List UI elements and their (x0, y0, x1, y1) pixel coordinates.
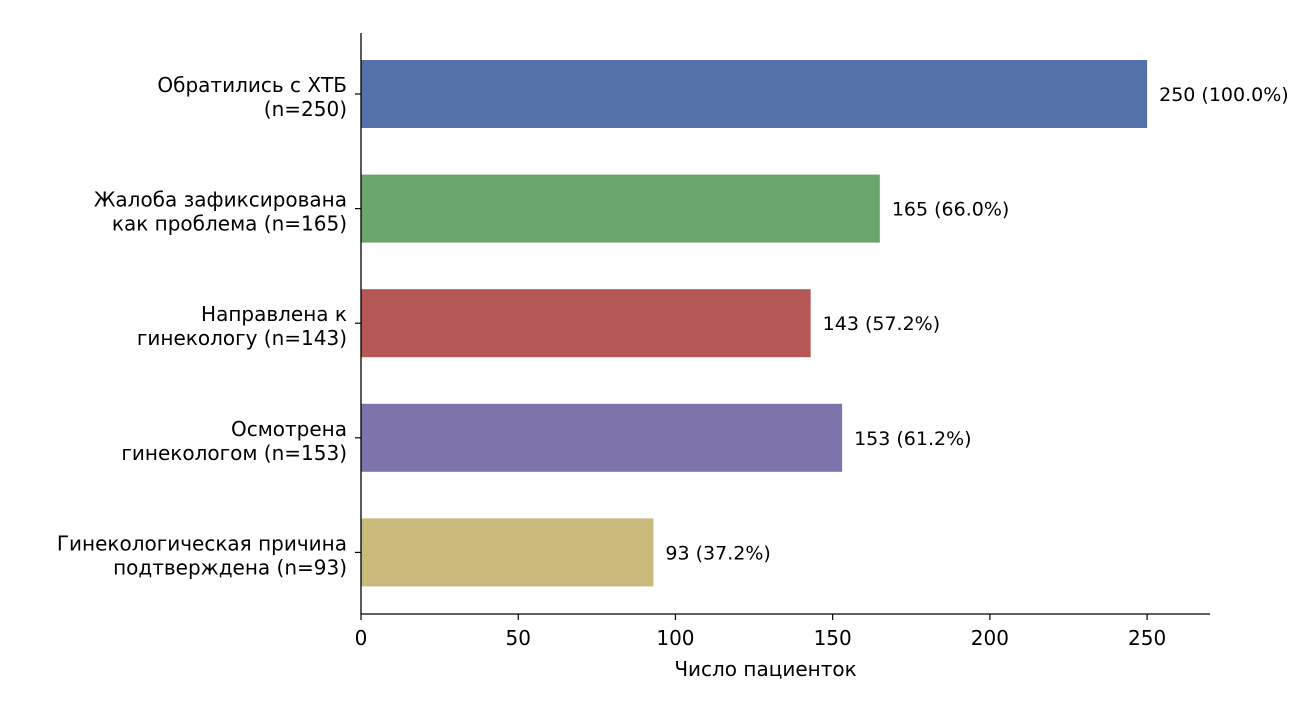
bar-2 (361, 174, 880, 243)
category-label-line: гинекологом (n=153) (121, 441, 347, 465)
x-tick-label-250: 250 (1128, 626, 1166, 650)
category-label-line: Осмотрена (231, 417, 347, 441)
data-label-3: 143 (57.2%) (823, 313, 941, 335)
category-labels-group: Обратились с ХТБ (n=250) Жалоба зафиксиров… (57, 73, 361, 579)
bar-3 (361, 289, 811, 358)
category-label-line: гинекологу (n=143) (137, 326, 347, 350)
bar-5 (361, 518, 654, 587)
category-label-line: как проблема (n=165) (112, 212, 347, 236)
x-tick-label-0: 0 (355, 626, 368, 650)
category-label-1: Обратились с ХТБ (n=250) (157, 73, 347, 121)
x-tick-label-100: 100 (656, 626, 694, 650)
category-label-4: Осмотрена гинекологом (n=153) (121, 417, 347, 465)
x-tick-label-50: 50 (505, 626, 530, 650)
category-label-line: Направлена к (201, 302, 347, 326)
category-label-2: Жалоба зафиксирована как проблема (n=165) (94, 188, 347, 236)
data-label-5: 93 (37.2%) (665, 542, 770, 564)
data-label-1: 250 (100.0%) (1159, 84, 1289, 106)
category-label-5: Гинекологическая причина подтверждена (n=… (57, 531, 347, 579)
x-tick-label-200: 200 (971, 626, 1009, 650)
data-label-2: 165 (66.0%) (892, 199, 1010, 221)
bars-group (361, 60, 1148, 587)
x-tick-label-150: 150 (814, 626, 852, 650)
category-label-line: подтверждена (n=93) (113, 555, 347, 579)
category-label-line: Гинекологическая причина (57, 531, 347, 555)
data-label-4: 153 (61.2%) (854, 428, 972, 450)
category-label-3: Направлена к гинекологу (n=143) (137, 302, 347, 350)
category-label-line: Жалоба зафиксирована (94, 188, 347, 212)
bar-1 (361, 60, 1148, 128)
x-axis-title: Число пациенток (674, 657, 856, 681)
category-label-line: Обратились с ХТБ (157, 73, 347, 97)
x-ticks-group: 0 50 100 150 200 250 (355, 614, 1166, 650)
data-labels-group: 250 (100.0%) 165 (66.0%) 143 (57.2%) 153 (6… (665, 84, 1288, 564)
category-label-line: (n=250) (264, 97, 347, 121)
bar-4 (361, 403, 843, 472)
